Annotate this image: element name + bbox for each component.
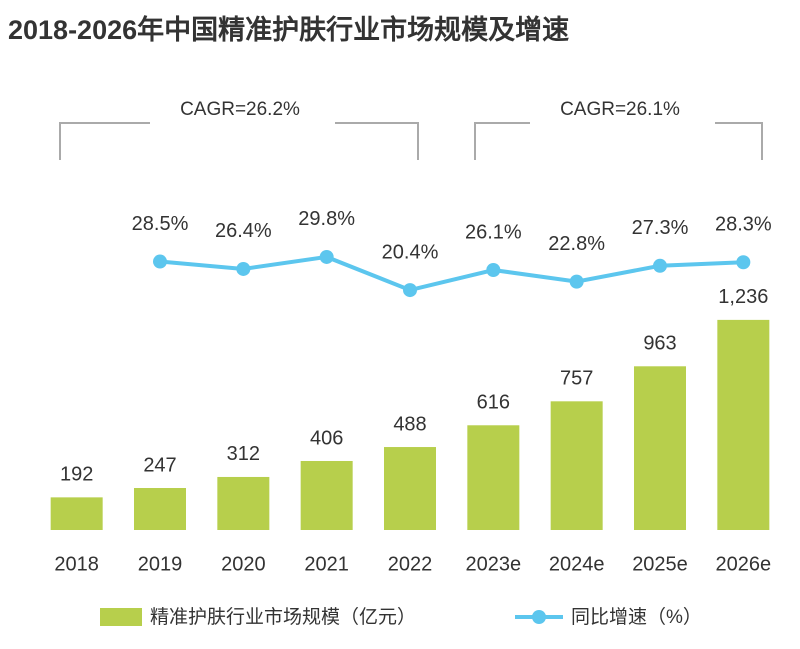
growth-point	[569, 274, 584, 289]
legend-swatch	[100, 608, 142, 626]
x-tick-label: 2022	[388, 553, 433, 575]
legend-swatch-dot	[532, 610, 546, 624]
x-tick-label: 2018	[54, 553, 99, 575]
bar-value-label: 963	[643, 333, 676, 355]
growth-value-label: 26.4%	[215, 220, 272, 242]
bar	[134, 488, 186, 530]
growth-point	[486, 262, 501, 277]
bar-value-label: 616	[477, 392, 510, 414]
growth-line	[159, 254, 744, 293]
bar	[384, 447, 436, 530]
bar-value-label: 488	[393, 413, 426, 435]
bar-value-label: 192	[60, 464, 93, 486]
bar-value-label: 757	[560, 368, 593, 390]
cagr-bracket	[474, 122, 763, 160]
bar	[300, 460, 353, 530]
growth-point	[236, 261, 251, 276]
bar	[634, 366, 686, 530]
growth-point	[403, 283, 417, 298]
growth-value-label: 20.4%	[382, 241, 439, 263]
bar	[50, 497, 103, 530]
bar-value-label: 1,236	[718, 286, 768, 308]
growth-value-label: 26.1%	[465, 221, 522, 243]
bar	[717, 319, 770, 530]
x-tick-label: 2024e	[549, 553, 605, 575]
legend-label: 同比增速（%）	[571, 606, 702, 628]
bar-value-label: 312	[227, 443, 260, 465]
chart-title: 2018-2026年中国精准护肤行业市场规模及增速	[8, 14, 569, 45]
growth-value-label: 28.5%	[132, 213, 189, 235]
bar-value-label: 247	[143, 454, 176, 476]
x-tick-label: 2026e	[716, 553, 772, 575]
growth-point	[153, 254, 167, 269]
growth-value-label: 27.3%	[632, 217, 689, 239]
x-tick-label: 2020	[221, 553, 266, 575]
growth-point	[736, 255, 751, 270]
x-tick-label: 2025e	[632, 553, 688, 575]
growth-point	[653, 258, 667, 273]
growth-value-label: 28.3%	[715, 214, 772, 236]
cagr-label: CAGR=26.2%	[180, 99, 300, 120]
growth-value-label: 22.8%	[548, 233, 605, 255]
growth-value-label: 29.8%	[298, 208, 355, 230]
bar	[217, 476, 270, 530]
bar	[467, 425, 520, 530]
legend-label: 精准护肤行业市场规模（亿元）	[150, 606, 416, 628]
bar	[550, 401, 603, 530]
x-tick-label: 2019	[138, 553, 183, 575]
growth-point	[319, 249, 334, 264]
bar-value-label: 406	[310, 427, 343, 449]
x-tick-label: 2023e	[466, 553, 522, 575]
cagr-bracket	[59, 122, 419, 160]
x-tick-label: 2021	[304, 553, 349, 575]
cagr-label: CAGR=26.1%	[560, 99, 680, 120]
